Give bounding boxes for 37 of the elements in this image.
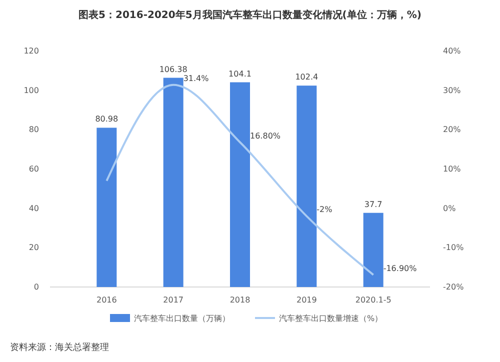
y2-tick-label: 40% bbox=[443, 46, 462, 56]
y-tick-label: 20 bbox=[28, 243, 39, 252]
data-label: 16.80% bbox=[250, 131, 281, 140]
x-tick-label: 2020.1-5 bbox=[355, 296, 392, 305]
y-tick-label: 60 bbox=[28, 164, 39, 174]
y2-tick-label: 10% bbox=[443, 164, 462, 174]
y2-tick-label: -10% bbox=[443, 243, 464, 252]
data-label: 37.7 bbox=[364, 200, 382, 209]
x-tick-label: 2016 bbox=[96, 296, 117, 305]
y2-tick-label: -20% bbox=[443, 282, 464, 292]
y-tick-label: 100 bbox=[24, 86, 39, 95]
chart-title: 图表5：2016-2020年5月我国汽车整车出口数量变化情况(单位：万辆，%) bbox=[78, 9, 422, 21]
legend-label: 汽车整车出口数量增速（%） bbox=[279, 314, 383, 323]
bar bbox=[230, 82, 250, 287]
data-label: 104.1 bbox=[228, 69, 252, 78]
y2-tick-label: 30% bbox=[443, 86, 462, 95]
data-label: 80.98 bbox=[95, 114, 118, 124]
data-label: 106.38 bbox=[159, 64, 188, 74]
bar bbox=[163, 78, 184, 287]
text: 资料来源：海关总署整理 bbox=[10, 342, 109, 353]
data-label: 31.4% bbox=[183, 74, 210, 83]
legend-label: 汽车整车出口数量（万辆） bbox=[134, 314, 230, 323]
y-tick-label: 120 bbox=[24, 46, 39, 56]
bar bbox=[363, 212, 384, 287]
y-tick-label: 80 bbox=[28, 125, 39, 134]
data-label: -2% bbox=[316, 205, 333, 214]
bar bbox=[296, 86, 317, 287]
x-tick-label: 2017 bbox=[163, 296, 184, 305]
y-tick-label: 40 bbox=[28, 204, 39, 213]
x-tick-label: 2019 bbox=[296, 296, 317, 305]
y-tick-label: 0 bbox=[34, 282, 39, 292]
data-label: -16.90% bbox=[383, 264, 418, 273]
data-label: 102.4 bbox=[295, 72, 318, 82]
x-tick-label: 2018 bbox=[230, 296, 250, 305]
y2-tick-label: 20% bbox=[443, 125, 462, 134]
y2-tick-label: 0% bbox=[443, 204, 456, 213]
bar bbox=[96, 128, 117, 287]
